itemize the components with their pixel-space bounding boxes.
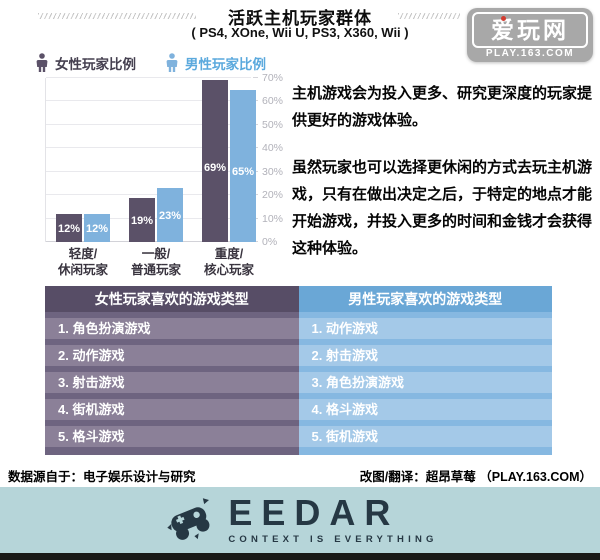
y-tick-label: 20% — [262, 189, 284, 202]
data-source-credit: 数据源自于：电子娱乐设计与研究 — [8, 470, 196, 484]
y-tick-label: 40% — [262, 142, 284, 155]
bar-value-label: 12% — [85, 222, 109, 235]
article-paragraph-1: 主机游戏会为投入更多、研究更深度的玩家提供更好的游戏体验。 — [292, 85, 593, 129]
genre-row: 2. 动作游戏 — [45, 345, 299, 366]
eedar-brand-text: EEDAR — [228, 492, 400, 533]
legend-male-label: 男性玩家比例 — [185, 57, 266, 72]
article-paragraph-2: 虽然玩家也可以选择更休闲的方式去玩主机游戏，只有在做出决定之后，于特定的地点才能… — [292, 159, 593, 257]
bar-value-label: 65% — [231, 166, 255, 179]
bar-group: 12% 12% — [56, 213, 110, 242]
genre-row: 4. 街机游戏 — [45, 399, 299, 420]
page-title: 活跃主机玩家群体 — [228, 9, 372, 28]
y-tick-label: 10% — [262, 212, 284, 225]
bar-group: 19% 23% — [129, 188, 183, 242]
gridline — [46, 194, 251, 196]
play163-logo: 爱玩网 PLAY.163.COM — [467, 8, 593, 62]
decor-hatch-right — [398, 13, 460, 19]
male-bar-1: 23% — [157, 188, 183, 242]
play163-logo-frame: 爱玩网 — [472, 12, 588, 48]
gridline — [46, 77, 251, 78]
credits-bar: 数据源自于：电子娱乐设计与研究 改图/翻译：超昂草莓 （PLAY.163.COM… — [8, 466, 592, 485]
female-bar-0: 12% — [56, 213, 82, 242]
male-genre-column: 男性玩家喜欢的游戏类型 1. 动作游戏 2. 射击游戏 3. 角色扮演游戏 4. 格斗… — [298, 286, 552, 455]
gridline — [46, 170, 251, 172]
genre-row: 5. 街机游戏 — [298, 426, 552, 447]
genre-row: 1. 动作游戏 — [298, 318, 552, 339]
female-genre-header: 女性玩家喜欢的游戏类型 — [45, 286, 299, 312]
genre-row: 5. 格斗游戏 — [45, 426, 299, 447]
genre-row: 1. 角色扮演游戏 — [45, 318, 299, 339]
translator-credit: 改图/翻译：超昂草莓 （PLAY.163.COM） — [359, 470, 592, 484]
gridline — [46, 147, 251, 149]
y-tick-mark — [253, 77, 258, 78]
genre-row: 3. 射击游戏 — [45, 372, 299, 393]
footer-brand-band: EEDAR CONTEXT IS EVERYTHING — [0, 487, 600, 553]
y-tick-label: 0% — [262, 236, 278, 248]
y-tick-label: 70% — [262, 72, 284, 84]
genre-row: 2. 射击游戏 — [298, 345, 552, 366]
legend-female-label: 女性玩家比例 — [55, 57, 136, 72]
female-player-icon — [36, 53, 48, 72]
x-category-label: 轻度/休闲玩家 — [57, 247, 108, 277]
x-category-label: 一般/普通玩家 — [130, 247, 181, 277]
genre-row: 3. 角色扮演游戏 — [298, 372, 552, 393]
play163-logo-text: 爱玩网 — [491, 16, 569, 43]
bar-value-label: 69% — [203, 162, 227, 175]
bar-value-label: 19% — [130, 214, 154, 227]
bar-group: 69% 65% — [202, 80, 256, 242]
male-genre-header: 男性玩家喜欢的游戏类型 — [298, 286, 552, 312]
female-genre-rows: 1. 角色扮演游戏 2. 动作游戏 3. 射击游戏 4. 街机游戏 5. 格斗游戏 — [45, 318, 299, 447]
female-bar-2: 69% — [202, 80, 228, 242]
gridline — [46, 123, 251, 125]
eedar-controller-icon — [167, 498, 210, 540]
female-bar-1: 19% — [129, 197, 155, 242]
bottom-black-strip — [0, 553, 600, 560]
genre-row: 4. 格斗游戏 — [298, 399, 552, 420]
bar-value-label: 12% — [57, 222, 81, 235]
chart-legend: 女性玩家比例 男性玩家比例 — [36, 53, 266, 73]
bar-value-label: 23% — [158, 210, 182, 223]
bar-chart-plot: 0% 10% 20% 30% 40% 50% 60% 70% 12% 12% 轻度/休闲玩家 19% 2… — [45, 72, 283, 277]
male-genre-rows: 1. 动作游戏 2. 射击游戏 3. 角色扮演游戏 4. 格斗游戏 5. 街机游戏 — [298, 318, 552, 447]
legend-item-male: 男性玩家比例 — [166, 53, 266, 73]
y-tick-label: 60% — [262, 95, 284, 108]
male-player-icon — [166, 53, 178, 72]
page-subtitle: ( PS4, XOne, Wii U, PS3, X360, Wii ) — [191, 25, 409, 40]
y-tick-label: 30% — [262, 165, 284, 178]
male-bar-2: 65% — [230, 89, 256, 242]
play163-logo-red-dot — [501, 16, 506, 21]
eedar-wordmark: EEDAR CONTEXT IS EVERYTHING — [228, 492, 438, 546]
eedar-tagline: CONTEXT IS EVERYTHING — [228, 534, 438, 545]
legend-item-female: 女性玩家比例 — [36, 53, 136, 73]
female-genre-column: 女性玩家喜欢的游戏类型 1. 角色扮演游戏 2. 动作游戏 3. 射击游戏 4. 街机… — [45, 286, 299, 455]
x-category-label: 重度/核心玩家 — [203, 247, 254, 277]
y-tick-label: 50% — [262, 118, 284, 131]
article-text: 主机游戏会为投入更多、研究更深度的玩家提供更好的游戏体验。 虽然玩家也可以选择更… — [292, 80, 595, 262]
male-bar-0: 12% — [84, 213, 110, 242]
play163-logo-url: PLAY.163.COM — [485, 48, 575, 59]
genre-preference-table: 女性玩家喜欢的游戏类型 1. 角色扮演游戏 2. 动作游戏 3. 射击游戏 4. 街机… — [45, 286, 552, 455]
decor-hatch-left — [38, 13, 196, 19]
gridline — [46, 100, 251, 102]
